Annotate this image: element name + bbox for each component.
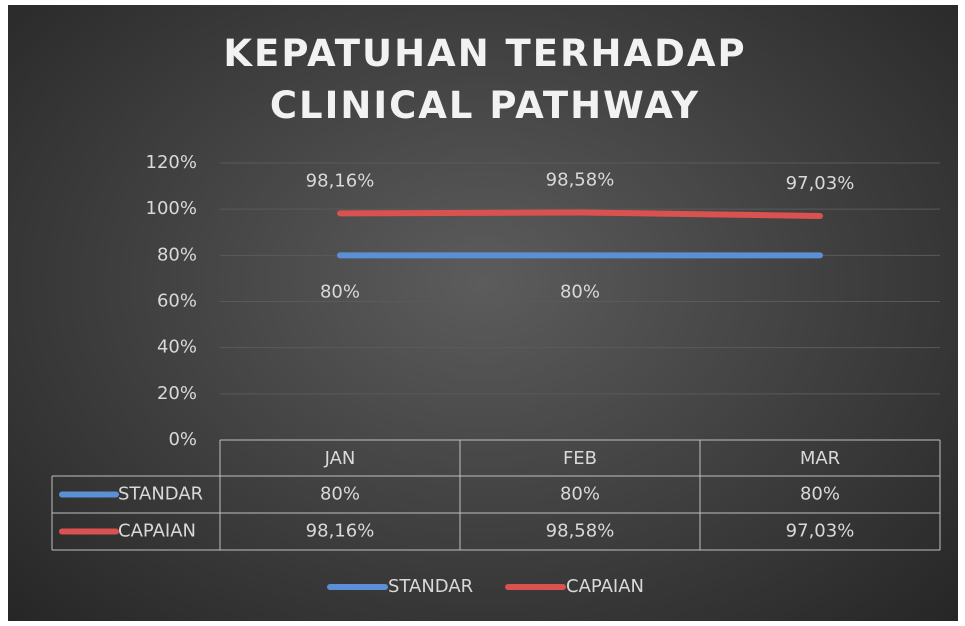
data-label: 97,03% [786, 173, 855, 194]
table-cell: 97,03% [786, 521, 855, 542]
y-tick-label: 100% [146, 198, 197, 219]
series-line [337, 209, 823, 220]
table-cell: 98,58% [546, 521, 615, 542]
y-tick-label: 60% [157, 291, 197, 312]
table-cell: 80% [560, 484, 600, 505]
y-tick-label: 80% [157, 244, 197, 265]
y-tick-label: 120% [146, 152, 197, 173]
x-tick-label: MAR [800, 448, 840, 469]
legend-label: STANDAR [388, 576, 473, 597]
chart-title: KEPATUHAN TERHADAP CLINICAL PATHWAY [223, 32, 747, 127]
table-cell: 98,16% [306, 521, 375, 542]
y-tick-label: 40% [157, 337, 197, 358]
table-cell: 80% [320, 484, 360, 505]
x-tick-label: JAN [324, 448, 356, 469]
y-tick-label: 0% [168, 429, 197, 450]
table-cell: 80% [800, 484, 840, 505]
data-label: 80% [320, 281, 360, 302]
legend-label: CAPAIAN [566, 576, 644, 597]
table-row-label: CAPAIAN [118, 521, 196, 542]
data-label: 98,58% [546, 169, 615, 190]
chart-background [8, 5, 958, 621]
table-row-label: STANDAR [118, 484, 203, 505]
y-tick-label: 20% [157, 383, 197, 404]
data-label: 80% [560, 281, 600, 302]
data-label: 98,16% [306, 170, 375, 191]
x-tick-label: FEB [563, 448, 597, 469]
